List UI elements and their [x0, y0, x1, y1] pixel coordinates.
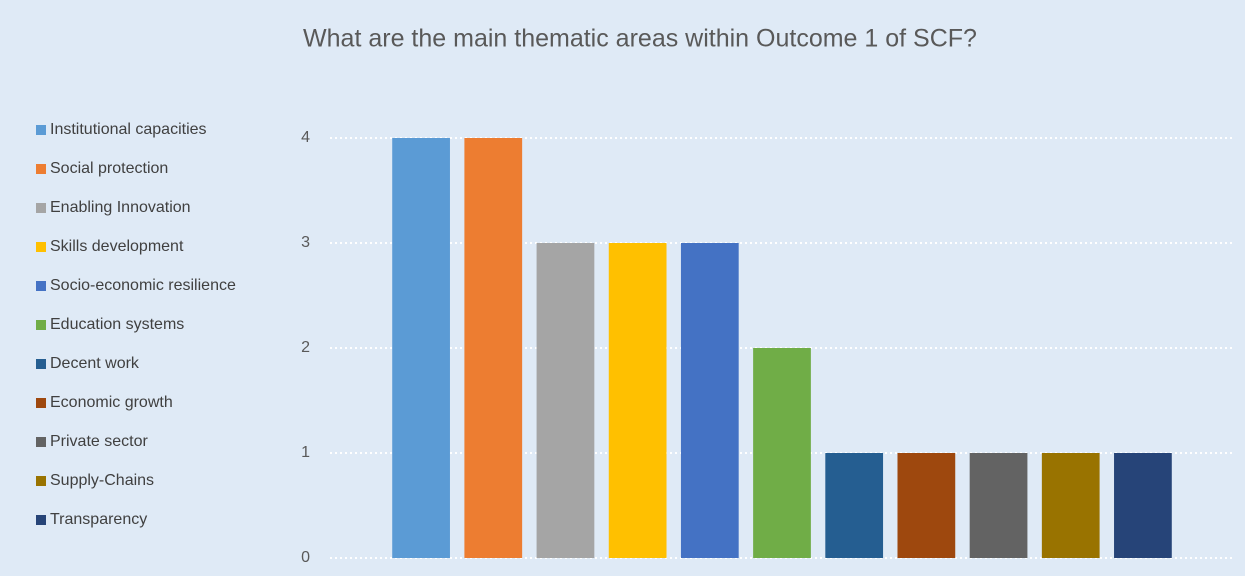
- bar: [897, 453, 956, 558]
- y-tick-label: 4: [301, 129, 310, 146]
- legend-swatch: [36, 437, 46, 447]
- legend-label: Institutional capacities: [50, 121, 207, 138]
- legend-label: Social protection: [50, 160, 168, 177]
- legend-label: Private sector: [50, 433, 148, 450]
- legend-swatch: [36, 320, 46, 330]
- legend-swatch: [36, 125, 46, 135]
- bar: [608, 243, 667, 558]
- y-tick-label: 1: [301, 444, 310, 461]
- legend-label: Socio-economic resilience: [50, 277, 236, 294]
- legend-label: Enabling Innovation: [50, 199, 191, 216]
- bar: [825, 453, 884, 558]
- legend-swatch: [36, 359, 46, 369]
- bar: [969, 453, 1028, 558]
- legend-swatch: [36, 476, 46, 486]
- bar: [392, 138, 450, 558]
- bar: [680, 243, 739, 558]
- legend-label: Education systems: [50, 316, 184, 333]
- bar: [1114, 453, 1172, 558]
- legend-label: Transparency: [50, 511, 147, 528]
- legend-label: Economic growth: [50, 394, 173, 411]
- legend-swatch: [36, 164, 46, 174]
- bar: [753, 348, 811, 558]
- legend-label: Supply-Chains: [50, 472, 154, 489]
- chart-title: What are the main thematic areas within …: [303, 25, 977, 53]
- y-tick-label: 3: [301, 234, 310, 251]
- y-tick-label: 2: [301, 339, 310, 356]
- legend-label: Skills development: [50, 238, 184, 255]
- y-tick-label: 0: [301, 549, 310, 566]
- legend-swatch: [36, 242, 46, 252]
- bar: [464, 138, 523, 558]
- bar: [536, 243, 595, 558]
- legend-swatch: [36, 398, 46, 408]
- legend-swatch: [36, 281, 46, 291]
- legend-swatch: [36, 203, 46, 213]
- legend-label: Decent work: [50, 355, 140, 372]
- bar: [1041, 453, 1100, 558]
- legend-swatch: [36, 515, 46, 525]
